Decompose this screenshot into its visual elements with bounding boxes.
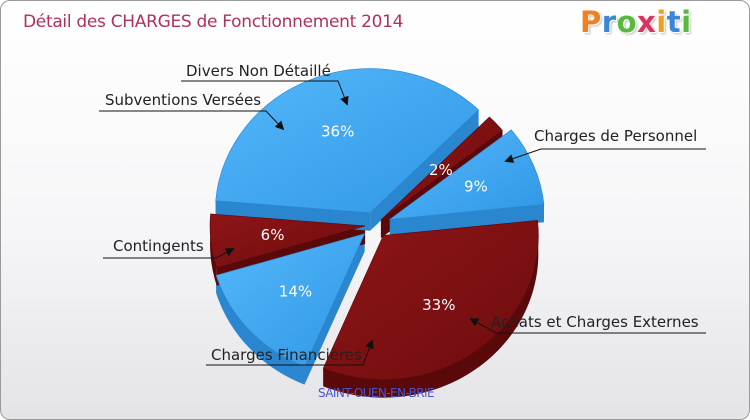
slice-percent: 33% (422, 296, 455, 314)
slice-side (323, 220, 539, 398)
slice-percent: 6% (261, 226, 285, 244)
slice-percent: 9% (464, 178, 488, 196)
pie-slice-4 (215, 68, 480, 214)
logo-letter: x (637, 5, 657, 39)
slice-label: Charges Financières (211, 346, 362, 364)
leader-line (206, 339, 374, 366)
logo-letter: o (616, 5, 638, 39)
slice-percent: 36% (321, 123, 354, 141)
proxiti-logo: Proxiti (580, 5, 692, 45)
slice-percent: 2% (429, 161, 453, 179)
leader-line (504, 148, 706, 163)
logo-letter: i (681, 5, 692, 39)
slice-edge (304, 233, 365, 385)
pie-slice-1 (322, 220, 539, 380)
logo-letter: i (656, 5, 667, 39)
commune-name: SAINT-OUEN-EN-BRIE (318, 386, 435, 400)
leader-line (103, 248, 235, 259)
slice-side (216, 275, 305, 385)
pie-slice-2 (215, 233, 366, 367)
slice-side (210, 213, 217, 286)
logo-letter: r (601, 5, 617, 39)
slice-percent-labels: 33% 14% 6% 36% 2% 9% (261, 123, 488, 314)
slice-percent: 14% (279, 283, 312, 301)
leader-lines (99, 80, 706, 366)
leader-line (181, 80, 349, 106)
pie-slices (209, 68, 545, 380)
slice-edge (370, 109, 479, 231)
leader-line (99, 110, 285, 131)
slice-label: Divers Non Détaillé (186, 62, 331, 80)
leader-line (469, 318, 706, 334)
pie-slice-3 (209, 213, 366, 269)
slice-label: Contingents (113, 237, 204, 255)
logo-letter: t (666, 5, 682, 39)
pie-slice-6 (388, 129, 545, 220)
slice-label: Charges de Personnel (534, 127, 697, 145)
chart-title: Détail des CHARGES de Fonctionnement 201… (23, 12, 404, 32)
slice-label: Subventions Versées (105, 91, 261, 109)
pie-slice-5 (380, 116, 503, 221)
slice-labels: Charges de Personnel Achats et Charges Ex… (105, 62, 699, 364)
logo-letter: P (580, 5, 602, 39)
slice-label: Achats et Charges Externes (491, 313, 699, 331)
slice-edge (389, 204, 544, 238)
